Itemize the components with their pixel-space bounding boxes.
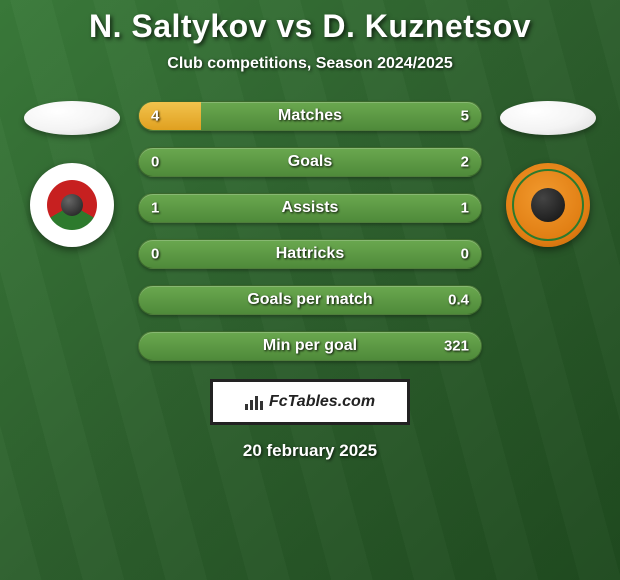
- stat-bar-min-per-goal: Min per goal 321: [138, 331, 482, 361]
- stat-bar-matches: 4 Matches 5: [138, 101, 482, 131]
- club-badge-right: [506, 163, 590, 247]
- stat-value-right: 321: [444, 338, 469, 355]
- stat-value-right: 2: [461, 154, 469, 171]
- bars-icon: [245, 394, 263, 410]
- subtitle: Club competitions, Season 2024/2025: [0, 55, 620, 73]
- stat-value-right: 0.4: [448, 292, 469, 309]
- footer-brand-text: FcTables.com: [269, 393, 375, 411]
- stat-label: Goals per match: [247, 291, 372, 309]
- left-player-column: [24, 101, 120, 247]
- right-player-column: [500, 101, 596, 247]
- club-badge-right-ring: [512, 169, 584, 241]
- stats-column: 4 Matches 5 0 Goals 2 1 Assists 1 0 Hattricks 0 Goal…: [138, 101, 482, 361]
- stat-label: Matches: [278, 107, 342, 125]
- stat-value-right: 5: [461, 108, 469, 125]
- page-title: N. Saltykov vs D. Kuznetsov: [0, 0, 620, 45]
- stat-value-right: 1: [461, 200, 469, 217]
- stat-bar-hattricks: 0 Hattricks 0: [138, 239, 482, 269]
- stat-fill-left: [139, 102, 201, 130]
- stat-label: Goals: [288, 153, 332, 171]
- stat-value-left: 4: [151, 108, 159, 125]
- stat-bar-goals-per-match: Goals per match 0.4: [138, 285, 482, 315]
- club-badge-left: [30, 163, 114, 247]
- player-avatar-placeholder-left: [24, 101, 120, 135]
- stat-label: Min per goal: [263, 337, 357, 355]
- stat-value-left: 1: [151, 200, 159, 217]
- stat-label: Assists: [282, 199, 339, 217]
- club-badge-left-inner: [47, 180, 97, 230]
- stat-value-left: 0: [151, 154, 159, 171]
- player-avatar-placeholder-right: [500, 101, 596, 135]
- date-line: 20 february 2025: [0, 441, 620, 461]
- stat-label: Hattricks: [276, 245, 344, 263]
- stat-value-left: 0: [151, 246, 159, 263]
- club-badge-right-core: [531, 188, 565, 222]
- stat-value-right: 0: [461, 246, 469, 263]
- main-row: 4 Matches 5 0 Goals 2 1 Assists 1 0 Hattricks 0 Goal…: [0, 101, 620, 361]
- stat-bar-assists: 1 Assists 1: [138, 193, 482, 223]
- footer-brand-badge[interactable]: FcTables.com: [210, 379, 410, 425]
- stat-bar-goals: 0 Goals 2: [138, 147, 482, 177]
